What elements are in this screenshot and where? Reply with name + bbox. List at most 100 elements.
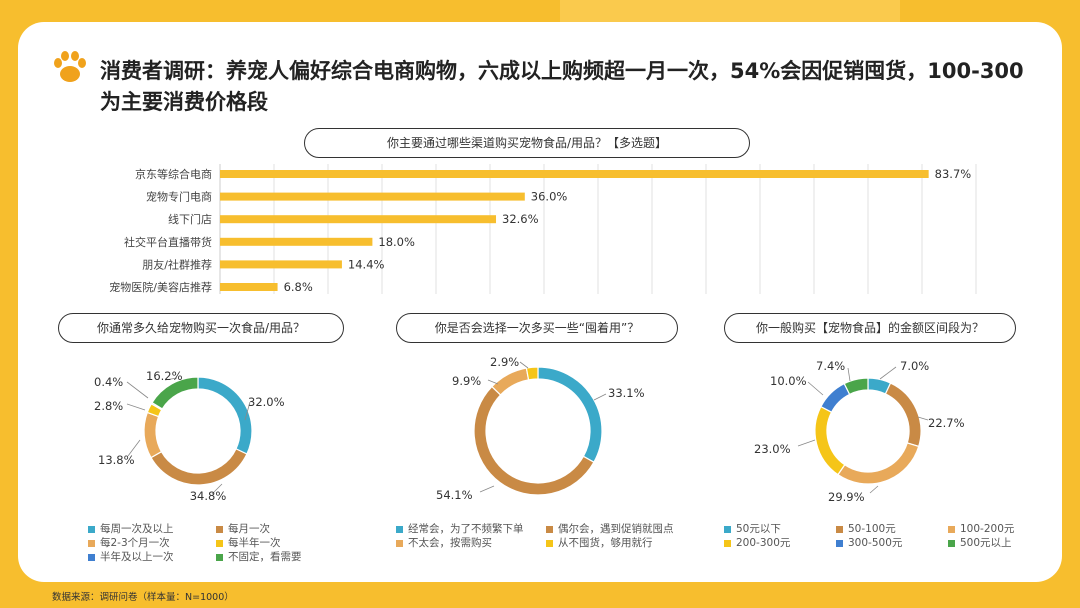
legend-label: 50元以下 — [736, 523, 781, 535]
bar — [220, 283, 278, 291]
legend-swatch — [948, 539, 955, 547]
legend-item: 50元以下 — [724, 522, 836, 536]
slice-value-label: 29.9% — [828, 490, 865, 504]
donut-slice — [820, 382, 851, 413]
donut1-title: 你通常多久给宠物购买一次食品/用品？ — [58, 313, 344, 343]
leader-line — [127, 439, 141, 457]
slice-value-label: 7.0% — [900, 359, 929, 373]
category-label: 宠物专门电商 — [146, 190, 212, 204]
bar — [220, 237, 373, 246]
legend-label: 50-100元 — [848, 523, 896, 535]
legend-item: 50-100元 — [836, 522, 948, 536]
legend-swatch — [216, 525, 223, 533]
value-label: 6.8% — [284, 280, 313, 294]
legend-item: 200-300元 — [724, 536, 836, 550]
leader-line — [869, 485, 879, 494]
legend-row: 不太会，按需购买 从不囤货，够用就行 — [396, 536, 696, 550]
leader-line — [479, 485, 495, 493]
donut-slice — [525, 366, 539, 381]
leader-line — [164, 377, 178, 381]
slice-value-label: 10.0% — [770, 374, 807, 388]
legend-item: 每2-3个月一次 — [88, 536, 216, 550]
slice-value-label: 34.8% — [190, 489, 227, 503]
value-label: 18.0% — [378, 235, 415, 249]
bar — [220, 260, 342, 269]
legend-swatch — [546, 525, 553, 533]
legend-item: 不太会，按需购买 — [396, 536, 546, 550]
donut-slice — [143, 411, 163, 459]
value-label: 83.7% — [935, 167, 972, 181]
donut-slice — [837, 442, 920, 485]
legend-item: 从不囤货，够用就行 — [546, 536, 696, 550]
bar-chart-title: 你主要通过哪些渠道购买宠物食品/用品？【多选题】 — [304, 128, 750, 158]
legend-row: 200-300元 300-500元 500元以上 — [724, 536, 1038, 550]
legend-label: 经常会，为了不频繁下单 — [408, 523, 524, 535]
leader-line — [797, 439, 816, 447]
legend-swatch — [724, 539, 731, 547]
category-label: 宠物医院/美容店推荐 — [109, 280, 212, 294]
leader-line — [807, 381, 824, 396]
donut-slice — [150, 448, 248, 486]
legend-item: 偶尔会，遇到促销就囤点 — [546, 522, 696, 536]
category-label: 朋友/社群推荐 — [142, 257, 212, 271]
legend-label: 每2-3个月一次 — [100, 537, 170, 549]
legend-swatch — [836, 539, 843, 547]
slice-value-label: 13.8% — [98, 453, 135, 467]
legend-swatch — [396, 525, 403, 533]
leader-line — [211, 483, 223, 495]
donut-slice — [884, 382, 922, 448]
legend-swatch — [546, 539, 553, 547]
leader-line — [519, 361, 529, 369]
legend-swatch — [724, 525, 731, 533]
slice-value-label: 7.4% — [816, 359, 845, 373]
legend-row: 每2-3个月一次 每半年一次 — [88, 536, 336, 550]
donut-slice — [473, 385, 595, 496]
donut1-legend: 每周一次及以上 每月一次 每2-3个月一次 每半年一次 半年及以上一次 不固定，看需要 — [88, 522, 336, 564]
legend-item: 300-500元 — [836, 536, 948, 550]
legend-item: 100-200元 — [948, 522, 1038, 536]
page-title: 消费者调研：养宠人偏好综合电商购物，六成以上购频超一月一次，54%会因促销囤货，… — [100, 59, 1024, 114]
legend-item: 经常会，为了不频繁下单 — [396, 522, 546, 536]
legend-item: 半年及以上一次 — [88, 550, 216, 564]
legend-item: 每周一次及以上 — [88, 522, 216, 536]
legend-label: 每月一次 — [228, 523, 270, 535]
legend-label: 不太会，按需购买 — [408, 537, 492, 549]
slice-value-label: 0.4% — [94, 375, 123, 389]
bar — [220, 192, 525, 201]
legend-swatch — [948, 525, 955, 533]
legend-swatch — [88, 525, 95, 533]
legend-label: 从不囤货，够用就行 — [558, 537, 653, 549]
leader-line — [879, 366, 897, 380]
bar — [220, 170, 929, 178]
leader-line — [917, 416, 929, 421]
legend-row: 50元以下 50-100元 100-200元 — [724, 522, 1038, 536]
donut-slice — [197, 376, 253, 455]
legend-item: 不固定，看需要 — [216, 550, 336, 564]
leader-line — [847, 367, 851, 382]
donut3-title: 你一般购买【宠物食品】的金额区间段为？ — [724, 313, 1016, 343]
slice-value-label: 54.1% — [436, 488, 473, 502]
legend-swatch — [88, 553, 95, 561]
slice-value-label: 22.7% — [928, 416, 965, 430]
legend-row: 经常会，为了不频繁下单 偶尔会，遇到促销就囤点 — [396, 522, 696, 536]
leader-line — [487, 379, 499, 385]
slice-value-label: 23.0% — [754, 442, 791, 456]
donut2-title: 你是否会选择一次多买一些“囤着用”？ — [396, 313, 678, 343]
legend-label: 300-500元 — [848, 537, 903, 549]
data-source-note: 数据来源：调研问卷（样本量：N=1000） — [52, 592, 234, 603]
legend-label: 100-200元 — [960, 523, 1015, 535]
donut-slice — [843, 377, 869, 396]
legend-label: 半年及以上一次 — [100, 551, 174, 563]
bar — [220, 215, 497, 224]
donut3-legend: 50元以下 50-100元 100-200元 200-300元 300-500元 500元… — [724, 522, 1038, 550]
category-label: 线下门店 — [168, 212, 212, 226]
leader-line — [126, 403, 146, 411]
donut-slice — [151, 376, 199, 410]
leader-line — [593, 393, 607, 401]
legend-swatch — [836, 525, 843, 533]
legend-label: 500元以上 — [960, 537, 1012, 549]
category-label: 京东等综合电商 — [135, 167, 212, 181]
legend-item: 每月一次 — [216, 522, 336, 536]
